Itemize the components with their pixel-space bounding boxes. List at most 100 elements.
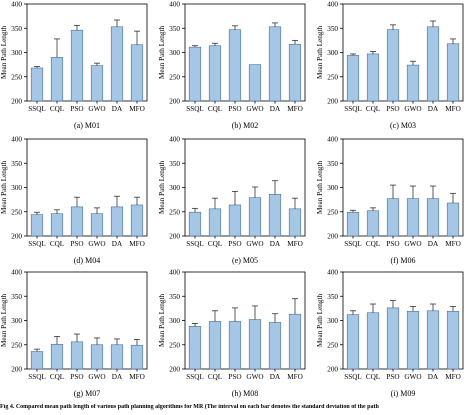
y-tick-label: 350 bbox=[169, 160, 180, 168]
y-tick-label: 250 bbox=[327, 341, 338, 349]
y-tick-label: 300 bbox=[169, 317, 180, 325]
x-tick-label: SSQL bbox=[28, 373, 46, 381]
y-tick-label: 300 bbox=[327, 317, 338, 325]
y-tick-label: 400 bbox=[169, 269, 180, 277]
bar-pso bbox=[228, 204, 242, 237]
bar-gwo bbox=[90, 213, 104, 237]
bar-da bbox=[426, 198, 440, 237]
y-tick-label: 350 bbox=[169, 25, 180, 33]
y-tick-label: 200 bbox=[11, 366, 22, 374]
bar-mfo bbox=[130, 44, 144, 102]
bar-da bbox=[110, 206, 124, 237]
panel-subtitle: (i) M09 bbox=[391, 389, 416, 398]
y-tick-label: 400 bbox=[169, 1, 180, 9]
x-tick-label: CQL bbox=[208, 373, 222, 381]
plot-frame bbox=[342, 271, 464, 370]
bar-gwo bbox=[248, 64, 262, 102]
bar-da bbox=[268, 322, 282, 370]
y-tick-label: 350 bbox=[11, 25, 22, 33]
bar-cql bbox=[208, 45, 222, 102]
y-tick-label: 300 bbox=[169, 49, 180, 57]
x-tick-label: CQL bbox=[50, 105, 64, 113]
panel-subtitle: (e) M05 bbox=[232, 256, 258, 265]
x-tick-label: PSO bbox=[386, 240, 399, 248]
bar-ssql bbox=[188, 46, 202, 102]
chart-panel-1: 200 250 300 350 400 Mean Path Length SSQL CQL PS… bbox=[0, 1, 148, 130]
bar-cql bbox=[366, 53, 380, 102]
x-tick-label: CQL bbox=[366, 105, 380, 113]
figure-caption: Fig 4. Compared mean path length of vari… bbox=[0, 404, 379, 410]
panel-subtitle: (d) M04 bbox=[74, 256, 100, 265]
x-tick-label: SSQL bbox=[28, 240, 46, 248]
y-tick-label: 250 bbox=[11, 341, 22, 349]
y-tick-label: 300 bbox=[327, 49, 338, 57]
bar-mfo bbox=[288, 43, 302, 102]
x-tick-label: PSO bbox=[70, 105, 83, 113]
y-tick-label: 250 bbox=[327, 208, 338, 216]
y-axis-label: Mean Path Length bbox=[316, 294, 324, 348]
x-tick-label: DA bbox=[270, 373, 281, 381]
bar-ssql bbox=[346, 55, 360, 102]
y-tick-label: 300 bbox=[327, 184, 338, 192]
bar-mfo bbox=[130, 204, 144, 237]
bar-pso bbox=[228, 29, 242, 102]
y-tick-label: 250 bbox=[169, 73, 180, 81]
x-tick-label: DA bbox=[428, 373, 439, 381]
x-tick-label: CQL bbox=[50, 373, 64, 381]
x-tick-label: PSO bbox=[228, 373, 241, 381]
bar-gwo bbox=[406, 198, 420, 237]
x-tick-label: PSO bbox=[228, 240, 241, 248]
chart-panel-5: 200 250 300 350 400 Mean Path Length SSQL CQL PS… bbox=[158, 136, 306, 265]
plot-frame bbox=[26, 271, 148, 370]
bar-cql bbox=[208, 208, 222, 237]
bar-pso bbox=[386, 29, 400, 102]
bar-gwo bbox=[248, 319, 262, 370]
bar-cql bbox=[366, 210, 380, 237]
bar-pso bbox=[386, 198, 400, 237]
y-tick-label: 400 bbox=[327, 269, 338, 277]
y-axis-label: Mean Path Length bbox=[158, 161, 166, 215]
x-tick-label: DA bbox=[112, 105, 123, 113]
y-tick-label: 200 bbox=[327, 98, 338, 106]
x-tick-label: GWO bbox=[88, 105, 105, 113]
y-tick-label: 400 bbox=[327, 136, 338, 144]
x-tick-label: GWO bbox=[88, 240, 105, 248]
y-tick-label: 350 bbox=[11, 293, 22, 301]
y-axis-label: Mean Path Length bbox=[158, 26, 166, 80]
y-tick-label: 350 bbox=[169, 293, 180, 301]
x-tick-label: DA bbox=[428, 105, 439, 113]
chart-panel-4: 200 250 300 350 400 Mean Path Length SSQL CQL PS… bbox=[0, 136, 148, 265]
x-tick-label: MFO bbox=[445, 373, 461, 381]
x-tick-label: SSQL bbox=[344, 373, 362, 381]
x-tick-label: DA bbox=[428, 240, 439, 248]
y-axis-label: Mean Path Length bbox=[316, 26, 324, 80]
y-tick-label: 200 bbox=[327, 366, 338, 374]
x-tick-label: GWO bbox=[246, 240, 263, 248]
x-tick-label: SSQL bbox=[344, 105, 362, 113]
plot-frame bbox=[184, 138, 306, 237]
y-axis-label: Mean Path Length bbox=[0, 26, 8, 80]
x-tick-label: CQL bbox=[366, 373, 380, 381]
y-tick-label: 250 bbox=[169, 208, 180, 216]
x-tick-label: PSO bbox=[228, 105, 241, 113]
x-tick-label: PSO bbox=[386, 105, 399, 113]
x-tick-label: PSO bbox=[386, 373, 399, 381]
y-axis-label: Mean Path Length bbox=[316, 161, 324, 215]
x-tick-label: GWO bbox=[88, 373, 105, 381]
x-tick-label: GWO bbox=[404, 240, 421, 248]
y-tick-label: 350 bbox=[327, 160, 338, 168]
x-tick-label: DA bbox=[270, 105, 281, 113]
x-tick-label: MFO bbox=[287, 373, 303, 381]
plot-frame bbox=[342, 138, 464, 237]
bar-cql bbox=[50, 57, 64, 102]
chart-panel-6: 200 250 300 350 400 Mean Path Length SSQL CQL PS… bbox=[316, 136, 464, 265]
bar-pso bbox=[70, 29, 84, 102]
y-tick-label: 300 bbox=[11, 49, 22, 57]
x-tick-label: GWO bbox=[404, 105, 421, 113]
panel-subtitle: (f) M06 bbox=[390, 256, 415, 265]
plot-frame bbox=[184, 271, 306, 370]
x-tick-label: SSQL bbox=[186, 373, 204, 381]
bar-gwo bbox=[406, 64, 420, 102]
y-tick-label: 400 bbox=[11, 1, 22, 9]
